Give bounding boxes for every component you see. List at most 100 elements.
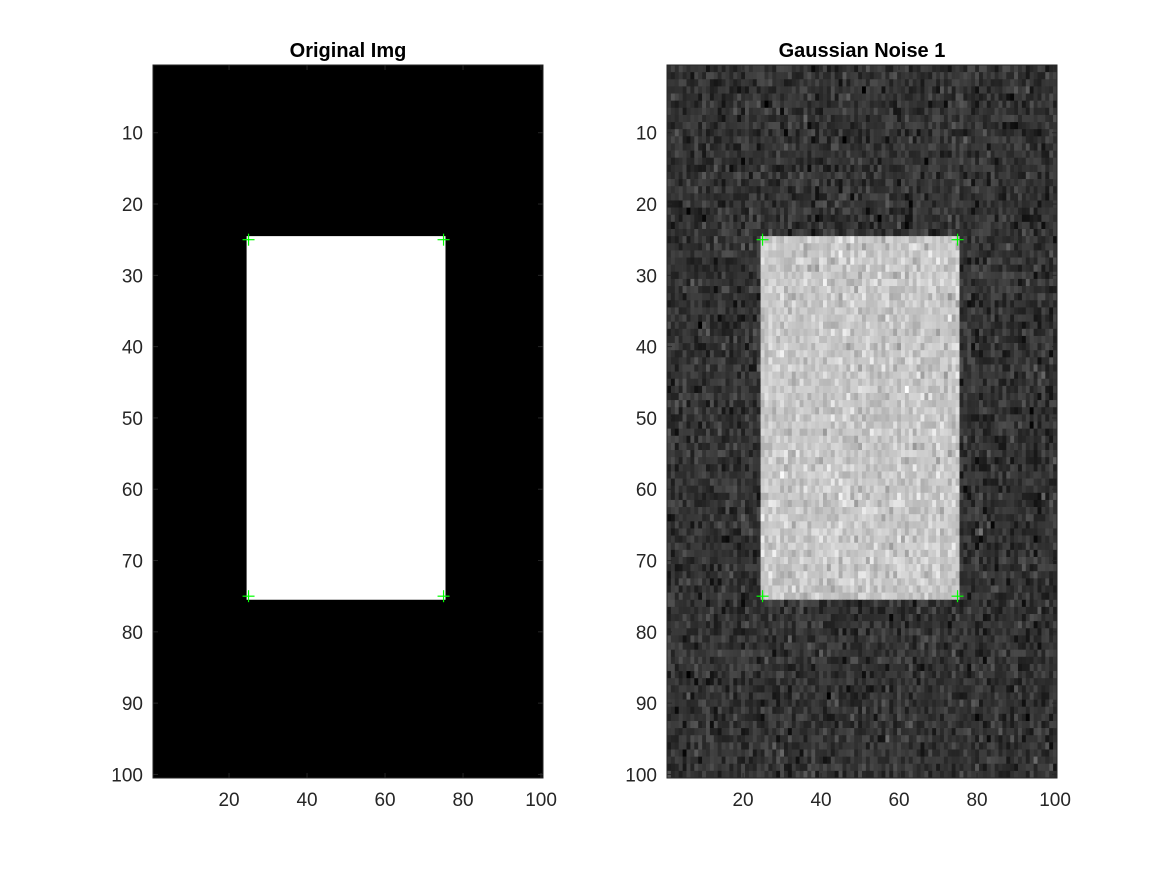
image-pixel xyxy=(780,257,785,265)
image-pixel xyxy=(975,371,980,380)
image-pixel xyxy=(838,314,843,323)
image-pixel xyxy=(889,122,894,130)
image-pixel xyxy=(1041,72,1046,80)
image-pixel xyxy=(698,100,703,109)
image-pixel xyxy=(717,228,722,237)
image-pixel xyxy=(842,86,847,94)
image-pixel xyxy=(741,236,746,244)
image-pixel xyxy=(702,400,707,408)
image-pixel xyxy=(994,157,999,166)
image-pixel xyxy=(667,100,672,109)
image-pixel xyxy=(690,214,695,223)
image-pixel xyxy=(920,321,925,330)
image-pixel xyxy=(842,300,847,308)
image-pixel xyxy=(764,171,769,180)
image-pixel xyxy=(940,335,945,344)
image-pixel xyxy=(873,86,878,94)
image-pixel xyxy=(725,271,730,280)
image-pixel xyxy=(951,207,956,216)
image-pixel xyxy=(963,164,968,173)
image-pixel xyxy=(729,186,734,194)
image-pixel xyxy=(756,307,761,315)
image-pixel xyxy=(975,278,980,287)
image-pixel xyxy=(928,371,933,380)
image-pixel xyxy=(858,257,863,265)
image-pixel xyxy=(803,364,808,372)
image-pixel xyxy=(846,400,851,408)
image-pixel xyxy=(940,371,945,380)
image-pixel xyxy=(1021,200,1027,208)
image-pixel xyxy=(706,400,711,408)
image-pixel xyxy=(1018,236,1023,244)
image-pixel xyxy=(924,286,929,294)
image-pixel xyxy=(959,221,964,230)
image-pixel xyxy=(811,79,816,87)
image-pixel xyxy=(881,164,886,173)
image-pixel xyxy=(694,129,699,137)
image-pixel xyxy=(776,143,781,151)
image-pixel xyxy=(694,179,699,187)
image-pixel xyxy=(756,72,761,80)
image-pixel xyxy=(791,407,797,415)
image-pixel xyxy=(682,314,687,323)
image-pixel xyxy=(943,207,949,216)
image-pixel xyxy=(670,293,676,301)
image-pixel xyxy=(865,385,871,394)
image-pixel xyxy=(877,357,882,365)
image-pixel xyxy=(694,79,699,87)
image-pixel xyxy=(717,143,722,151)
image-pixel xyxy=(819,314,824,323)
image-pixel xyxy=(1010,250,1015,258)
image-pixel xyxy=(807,300,812,308)
image-pixel xyxy=(854,300,859,308)
image-pixel xyxy=(803,414,808,422)
image-pixel xyxy=(717,328,722,337)
image-pixel xyxy=(858,378,863,387)
image-pixel xyxy=(1010,207,1015,216)
image-pixel xyxy=(803,107,808,116)
image-pixel xyxy=(787,400,793,408)
image-pixel xyxy=(877,214,882,223)
image-pixel xyxy=(1049,93,1054,101)
image-pixel xyxy=(967,107,972,116)
image-pixel xyxy=(838,385,843,394)
image-pixel xyxy=(834,186,839,194)
image-pixel xyxy=(756,250,761,258)
image-pixel xyxy=(873,236,878,244)
image-pixel xyxy=(920,150,925,159)
image-pixel xyxy=(756,400,761,408)
image-pixel xyxy=(678,364,683,372)
image-pixel xyxy=(850,193,855,201)
image-pixel xyxy=(885,129,890,137)
image-pixel xyxy=(834,321,839,330)
image-pixel xyxy=(912,321,917,330)
image-pixel xyxy=(862,107,867,116)
image-pixel xyxy=(760,179,765,187)
image-pixel xyxy=(733,129,738,137)
image-pixel xyxy=(897,157,902,166)
image-pixel xyxy=(694,157,699,166)
image-pixel xyxy=(823,335,828,344)
image-pixel xyxy=(916,335,921,344)
image-pixel xyxy=(862,79,867,87)
image-pixel xyxy=(752,243,758,251)
image-pixel xyxy=(916,186,921,194)
image-pixel xyxy=(748,221,754,230)
image-pixel xyxy=(975,236,980,244)
image-pixel xyxy=(1025,321,1031,330)
image-pixel xyxy=(830,378,836,387)
image-pixel xyxy=(698,293,703,301)
image-pixel xyxy=(912,93,917,101)
image-pixel xyxy=(920,65,925,73)
image-pixel xyxy=(901,293,906,301)
image-pixel xyxy=(916,150,921,159)
image-pixel xyxy=(932,79,937,87)
image-pixel xyxy=(943,179,949,187)
image-pixel xyxy=(877,150,882,159)
image-pixel xyxy=(959,335,964,344)
image-pixel xyxy=(904,100,910,109)
image-pixel xyxy=(776,157,781,166)
image-pixel xyxy=(670,264,676,273)
image-pixel xyxy=(1037,264,1042,273)
image-pixel xyxy=(713,350,719,358)
